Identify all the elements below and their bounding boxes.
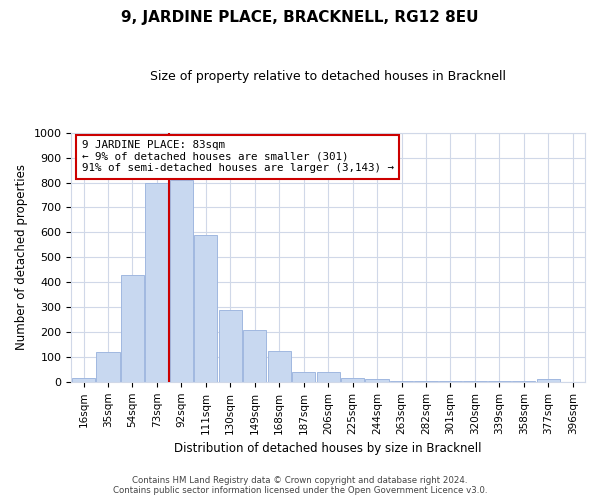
Bar [292, 372, 315, 382]
Bar [97, 352, 119, 382]
Bar [218, 310, 242, 382]
Title: Size of property relative to detached houses in Bracknell: Size of property relative to detached ho… [150, 70, 506, 83]
Text: 9, JARDINE PLACE, BRACKNELL, RG12 8EU: 9, JARDINE PLACE, BRACKNELL, RG12 8EU [121, 10, 479, 25]
Text: Contains HM Land Registry data © Crown copyright and database right 2024.
Contai: Contains HM Land Registry data © Crown c… [113, 476, 487, 495]
Bar [390, 380, 413, 382]
Bar [194, 235, 217, 382]
Text: 9 JARDINE PLACE: 83sqm
← 9% of detached houses are smaller (301)
91% of semi-det: 9 JARDINE PLACE: 83sqm ← 9% of detached … [82, 140, 394, 173]
Bar [536, 380, 560, 382]
Bar [145, 182, 169, 382]
Bar [439, 380, 462, 382]
Bar [121, 274, 144, 382]
Bar [415, 380, 437, 382]
Bar [341, 378, 364, 382]
Y-axis label: Number of detached properties: Number of detached properties [15, 164, 28, 350]
Bar [72, 378, 95, 382]
Bar [488, 381, 511, 382]
X-axis label: Distribution of detached houses by size in Bracknell: Distribution of detached houses by size … [175, 442, 482, 455]
Bar [365, 380, 389, 382]
Bar [317, 372, 340, 382]
Bar [170, 180, 193, 382]
Bar [463, 381, 487, 382]
Bar [243, 330, 266, 382]
Bar [268, 350, 291, 382]
